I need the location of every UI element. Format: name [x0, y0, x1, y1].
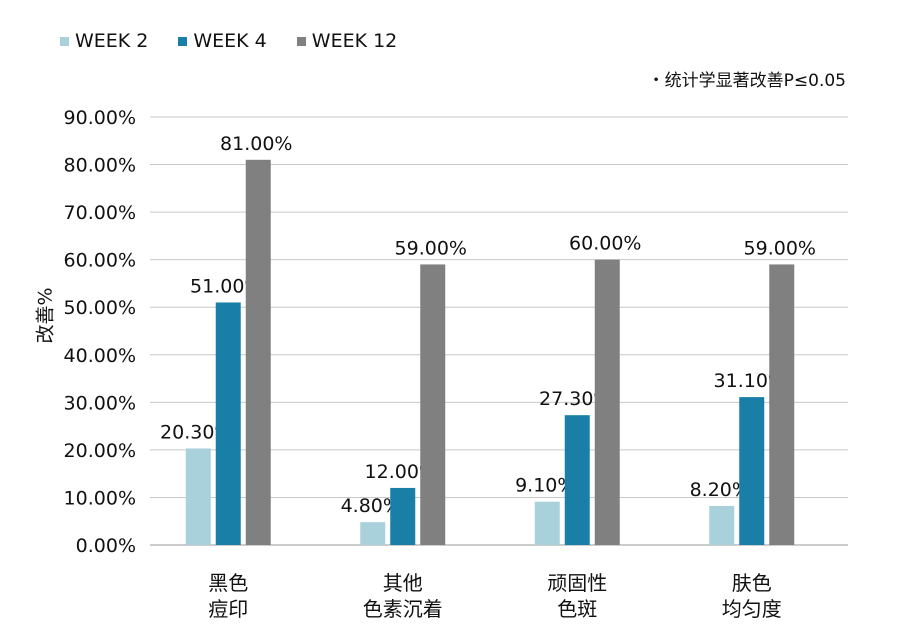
y-tick-label: 70.00%: [64, 202, 136, 224]
data-label: 59.00%: [395, 237, 467, 259]
data-label: 60.00%: [569, 233, 641, 255]
bar: [534, 501, 560, 545]
legend-label-week12: WEEK 12: [311, 30, 398, 52]
x-category-label: 色斑: [557, 597, 597, 621]
x-category-label: 肤色: [732, 571, 772, 595]
legend-item-week4: WEEK 4: [178, 30, 267, 52]
legend-item-week2: WEEK 2: [60, 30, 148, 52]
bar: [709, 506, 735, 545]
data-label: 31.10%: [714, 370, 786, 392]
x-category-label: 黑色: [208, 571, 248, 595]
y-tick-label: 30.00%: [64, 392, 136, 414]
x-category-label: 其他: [383, 571, 423, 595]
y-tick-label: 20.00%: [64, 440, 136, 462]
bar: [360, 522, 386, 545]
data-label: 4.80%: [341, 495, 401, 517]
x-category-label: 顽固性: [547, 571, 607, 595]
y-tick-label: 90.00%: [64, 107, 136, 129]
data-label: 20.30%: [160, 421, 232, 443]
y-tick-label: 0.00%: [76, 535, 136, 557]
legend-swatch-week12: [296, 36, 306, 46]
significance-note: ・统计学显著改善P≤0.05: [647, 71, 846, 91]
y-tick-label: 80.00%: [64, 155, 136, 177]
legend-item-week12: WEEK 12: [296, 30, 398, 52]
x-category-label: 痘印: [208, 597, 248, 621]
bar: [185, 448, 211, 545]
data-label: 12.00%: [365, 461, 437, 483]
legend-swatch-week2: [60, 36, 69, 46]
x-category-label: 均匀度: [722, 597, 782, 621]
x-category-label: 色素沉着: [363, 597, 443, 621]
y-tick-label: 60.00%: [64, 250, 136, 272]
chart-legend: WEEK 2 WEEK 4 WEEK 12: [60, 30, 397, 52]
bar: [420, 264, 446, 545]
data-label: 8.20%: [690, 479, 750, 501]
data-label: 51.00%: [190, 275, 262, 297]
y-tick-label: 50.00%: [64, 297, 136, 319]
bar: [390, 487, 416, 545]
y-tick-label: 10.00%: [64, 487, 136, 509]
legend-label-week2: WEEK 2: [75, 30, 149, 52]
data-label: 9.10%: [515, 475, 575, 497]
bar: [564, 415, 590, 545]
legend-label-week4: WEEK 4: [193, 30, 267, 52]
bar: [215, 302, 241, 545]
bar: [769, 264, 795, 545]
bar: [594, 259, 620, 545]
legend-swatch-week4: [178, 36, 188, 46]
y-tick-label: 40.00%: [64, 345, 136, 367]
data-label: 81.00%: [220, 133, 292, 155]
bar: [245, 159, 271, 546]
data-label: 27.30%: [539, 388, 611, 410]
data-label: 59.00%: [744, 237, 816, 259]
bar: [739, 397, 765, 545]
